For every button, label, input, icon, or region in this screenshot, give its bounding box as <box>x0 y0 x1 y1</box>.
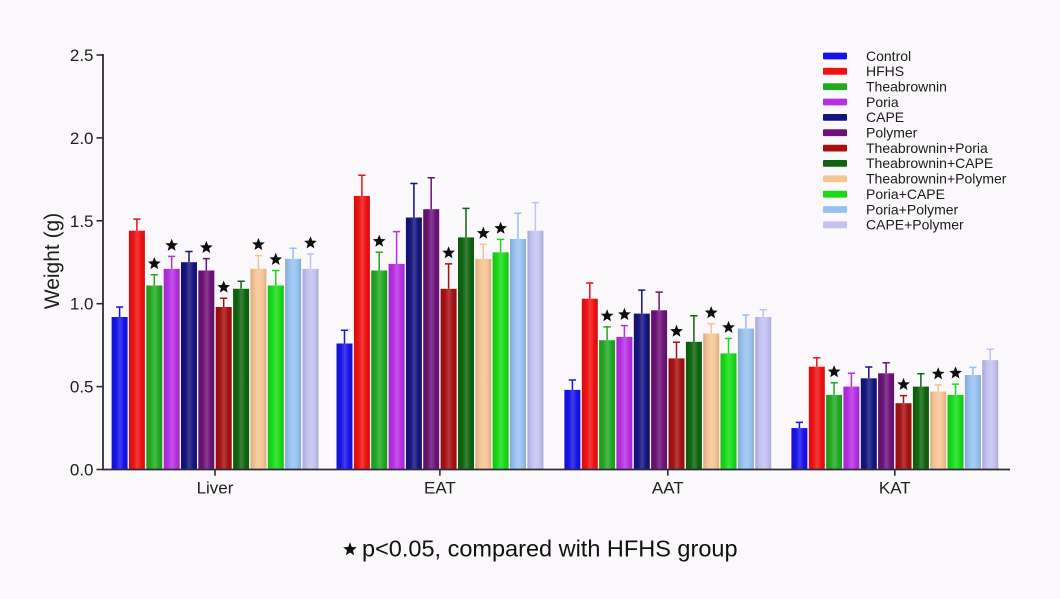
svg-text:Poria+CAPE: Poria+CAPE <box>866 186 945 202</box>
svg-text:AAT: AAT <box>652 479 684 498</box>
svg-text:HFHS: HFHS <box>866 63 904 79</box>
svg-text:Liver: Liver <box>197 479 234 498</box>
svg-text:Theabrownin: Theabrownin <box>866 79 947 95</box>
svg-text:Polymer: Polymer <box>866 125 918 141</box>
svg-text:Poria: Poria <box>866 94 899 110</box>
svg-text:Theabrownin+Polymer: Theabrownin+Polymer <box>866 171 1007 187</box>
svg-text:0.0: 0.0 <box>70 461 94 480</box>
svg-text:CAPE: CAPE <box>866 109 904 125</box>
svg-text:CAPE+Polymer: CAPE+Polymer <box>866 217 964 233</box>
svg-text:EAT: EAT <box>424 479 456 498</box>
svg-text:1.0: 1.0 <box>70 295 94 314</box>
svg-text:p<0.05, compared with HFHS gro: p<0.05, compared with HFHS group <box>362 536 738 562</box>
svg-text:KAT: KAT <box>879 479 911 498</box>
svg-text:Theabrownin+CAPE: Theabrownin+CAPE <box>866 155 993 171</box>
svg-text:Theabrownin+Poria: Theabrownin+Poria <box>866 140 988 156</box>
svg-text:Weight (g): Weight (g) <box>41 213 64 309</box>
svg-text:0.5: 0.5 <box>70 378 94 397</box>
svg-text:2.5: 2.5 <box>70 46 94 65</box>
svg-text:Poria+Polymer: Poria+Polymer <box>866 201 959 217</box>
svg-text:Control: Control <box>866 48 911 64</box>
svg-text:2.0: 2.0 <box>70 129 94 148</box>
svg-text:1.5: 1.5 <box>70 212 94 231</box>
